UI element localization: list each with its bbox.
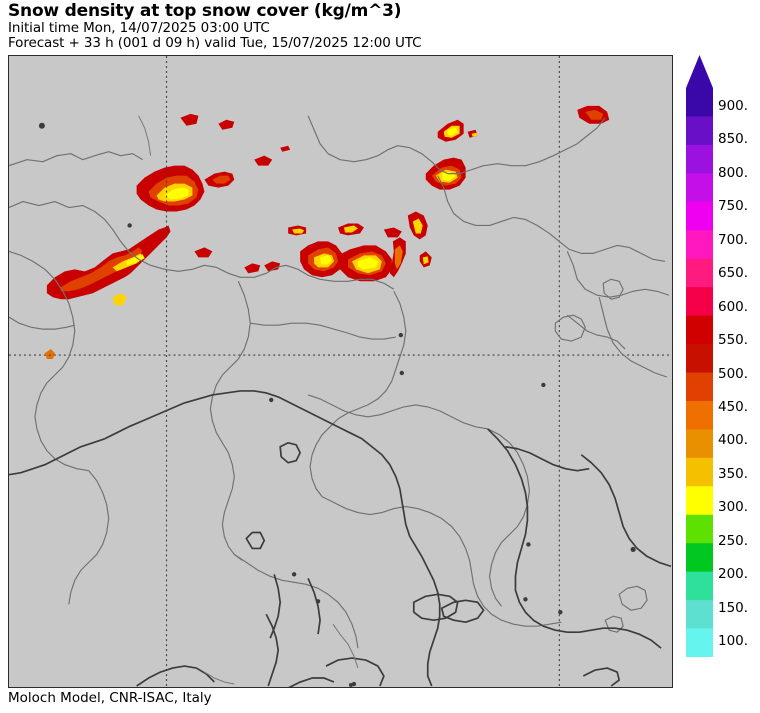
colorbar-band — [686, 514, 713, 544]
colorbar-band — [686, 429, 713, 459]
colorbar-tick-450: 450. — [718, 398, 749, 415]
colorbar-tick-900: 900. — [718, 97, 749, 114]
page-title: Snow density at top snow cover (kg/m^3) — [8, 1, 402, 21]
colorbar-tick-labels: 900. 850. 800. 750. 700. 650. 600. 550. 500. 450.… — [718, 55, 760, 675]
colorbar-band — [686, 372, 713, 402]
colorbar-tick-400: 400. — [718, 432, 749, 449]
colorbar-band — [686, 201, 713, 231]
colorbar-tick-250: 250. — [718, 532, 749, 549]
colorbar-band — [686, 486, 713, 516]
colorbar-tick-800: 800. — [718, 164, 749, 181]
colorbar-tick-600: 600. — [718, 298, 749, 315]
colorbar-tick-550: 550. — [718, 332, 749, 349]
colorbar-tick-650: 650. — [718, 265, 749, 282]
colorbar-tick-300: 300. — [718, 499, 749, 516]
map-canvas[interactable] — [9, 56, 672, 687]
colorbar-band — [686, 88, 713, 118]
colorbar-band — [686, 258, 713, 288]
forecast-validity-text: Forecast + 33 h (001 d 09 h) valid Tue, … — [8, 35, 422, 51]
admin-borders — [9, 115, 670, 649]
map-panel[interactable] — [8, 55, 673, 688]
coastlines — [9, 390, 672, 687]
secondary-borders — [138, 115, 359, 685]
colorbar-band — [686, 543, 713, 573]
header-block: Snow density at top snow cover (kg/m^3) … — [8, 2, 628, 51]
colorbar-tick-200: 200. — [718, 566, 749, 583]
colorbar-tick-750: 750. — [718, 198, 749, 215]
colorbar-band — [686, 315, 713, 345]
colorbar-tick-700: 700. — [718, 231, 749, 248]
colorbar-overflow-arrow — [686, 55, 713, 88]
initial-time-text: Initial time Mon, 14/07/2025 03:00 UTC — [8, 20, 270, 36]
colorbar-band — [686, 144, 713, 174]
colorbar-band — [686, 230, 713, 260]
colorbar-band — [686, 628, 713, 658]
colorbar-band — [686, 344, 713, 374]
colorbar — [686, 55, 713, 658]
colorbar-band — [686, 457, 713, 487]
colorbar-tick-350: 350. — [718, 465, 749, 482]
colorbar-tick-100: 100. — [718, 633, 749, 650]
snow-density-field — [44, 105, 610, 360]
model-credit: Moloch Model, CNR-ISAC, Italy — [8, 690, 212, 706]
colorbar-band — [686, 600, 713, 630]
graticule — [9, 56, 672, 687]
colorbar-band — [686, 173, 713, 203]
colorbar-tick-850: 850. — [718, 131, 749, 148]
colorbar-swatches — [686, 55, 713, 658]
colorbar-tick-500: 500. — [718, 365, 749, 382]
city-markers — [38, 122, 636, 687]
colorbar-band — [686, 287, 713, 317]
colorbar-band — [686, 571, 713, 601]
colorbar-band — [686, 400, 713, 430]
colorbar-band — [686, 116, 713, 146]
colorbar-tick-150: 150. — [718, 599, 749, 616]
